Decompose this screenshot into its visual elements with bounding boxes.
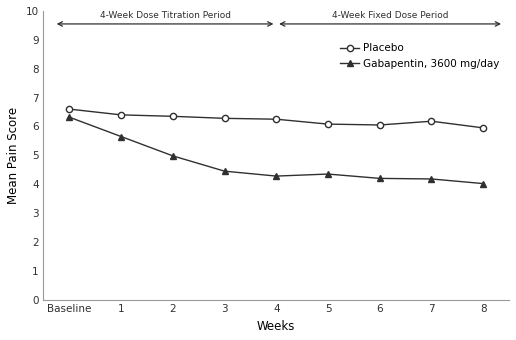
Placebo [118, 113, 124, 117]
Placebo [480, 126, 486, 130]
Legend: Placebo, Gabapentin, 3600 mg/day: Placebo, Gabapentin, 3600 mg/day [336, 39, 504, 73]
Placebo [221, 116, 228, 120]
X-axis label: Weeks: Weeks [257, 320, 296, 333]
Y-axis label: Mean Pain Score: Mean Pain Score [7, 107, 20, 204]
Placebo [428, 119, 434, 123]
Gabapentin, 3600 mg/day [480, 182, 486, 186]
Placebo [377, 123, 383, 127]
Placebo [273, 117, 279, 121]
Placebo [66, 107, 72, 111]
Gabapentin, 3600 mg/day [118, 135, 124, 139]
Gabapentin, 3600 mg/day [273, 174, 279, 178]
Line: Placebo: Placebo [66, 106, 486, 131]
Placebo [325, 122, 331, 126]
Line: Gabapentin, 3600 mg/day: Gabapentin, 3600 mg/day [66, 114, 487, 187]
Gabapentin, 3600 mg/day [170, 154, 176, 158]
Gabapentin, 3600 mg/day [221, 169, 228, 173]
Gabapentin, 3600 mg/day [428, 177, 434, 181]
Gabapentin, 3600 mg/day [325, 172, 331, 176]
Gabapentin, 3600 mg/day [377, 176, 383, 181]
Placebo [170, 114, 176, 118]
Text: 4-Week Fixed Dose Period: 4-Week Fixed Dose Period [332, 12, 448, 20]
Gabapentin, 3600 mg/day [66, 115, 72, 119]
Text: 4-Week Dose Titration Period: 4-Week Dose Titration Period [100, 12, 231, 20]
